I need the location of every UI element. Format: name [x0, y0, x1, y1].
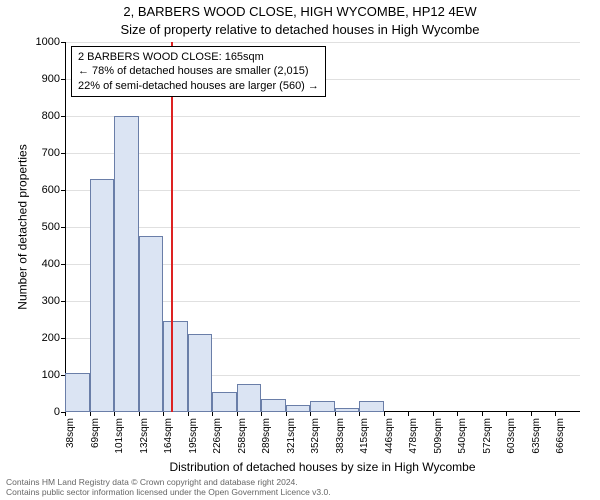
x-tick-mark [433, 412, 434, 416]
x-tick-label: 540sqm [457, 418, 468, 468]
x-tick-mark [212, 412, 213, 416]
y-tick-mark [61, 79, 65, 80]
plot-area: 2 BARBERS WOOD CLOSE: 165sqm← 78% of det… [65, 42, 580, 412]
x-tick-label: 164sqm [163, 418, 174, 468]
x-tick-mark [506, 412, 507, 416]
y-tick-label: 1000 [20, 36, 60, 48]
x-tick-label: 415sqm [359, 418, 370, 468]
x-tick-mark [457, 412, 458, 416]
histogram-bar [310, 401, 335, 412]
y-tick-label: 100 [20, 369, 60, 381]
x-tick-mark [114, 412, 115, 416]
histogram-bar [237, 384, 262, 412]
x-tick-label: 101sqm [114, 418, 125, 468]
y-tick-mark [61, 116, 65, 117]
y-tick-label: 600 [20, 184, 60, 196]
histogram-bar [359, 401, 384, 412]
y-tick-label: 200 [20, 332, 60, 344]
y-tick-label: 300 [20, 295, 60, 307]
histogram-bar [65, 373, 90, 412]
callout-line2: ← 78% of detached houses are smaller (2,… [78, 64, 319, 78]
y-tick-mark [61, 42, 65, 43]
x-tick-mark [555, 412, 556, 416]
histogram-bar [139, 236, 164, 412]
y-tick-mark [61, 301, 65, 302]
y-tick-label: 800 [20, 110, 60, 122]
x-tick-mark [90, 412, 91, 416]
x-tick-label: 321sqm [286, 418, 297, 468]
y-tick-label: 400 [20, 258, 60, 270]
y-tick-mark [61, 190, 65, 191]
grid-line [65, 42, 580, 43]
x-tick-mark [188, 412, 189, 416]
x-tick-mark [261, 412, 262, 416]
x-tick-mark [384, 412, 385, 416]
x-tick-mark [531, 412, 532, 416]
x-tick-label: 258sqm [237, 418, 248, 468]
y-tick-mark [61, 227, 65, 228]
chart-title-line2: Size of property relative to detached ho… [0, 22, 600, 37]
y-tick-mark [61, 153, 65, 154]
x-tick-label: 603sqm [506, 418, 517, 468]
grid-line [65, 190, 580, 191]
x-tick-mark [359, 412, 360, 416]
x-tick-mark [310, 412, 311, 416]
x-tick-mark [163, 412, 164, 416]
x-tick-label: 38sqm [65, 418, 76, 468]
x-tick-label: 572sqm [482, 418, 493, 468]
histogram-bar [90, 179, 115, 412]
x-tick-mark [335, 412, 336, 416]
y-tick-label: 900 [20, 73, 60, 85]
x-tick-mark [482, 412, 483, 416]
histogram-bar [261, 399, 286, 412]
chart-title-line1: 2, BARBERS WOOD CLOSE, HIGH WYCOMBE, HP1… [0, 4, 600, 19]
histogram-bar [335, 408, 360, 412]
x-tick-mark [408, 412, 409, 416]
y-tick-label: 0 [20, 406, 60, 418]
x-tick-label: 195sqm [188, 418, 199, 468]
y-tick-label: 500 [20, 221, 60, 233]
callout-line3: 22% of semi-detached houses are larger (… [78, 79, 319, 93]
x-tick-label: 478sqm [408, 418, 419, 468]
footer-attribution: Contains HM Land Registry data © Crown c… [6, 478, 331, 498]
x-tick-label: 226sqm [212, 418, 223, 468]
x-tick-label: 289sqm [261, 418, 272, 468]
x-tick-label: 666sqm [555, 418, 566, 468]
x-tick-mark [237, 412, 238, 416]
x-tick-label: 635sqm [531, 418, 542, 468]
histogram-bar [114, 116, 139, 412]
reference-line [171, 42, 173, 412]
grid-line [65, 153, 580, 154]
x-tick-mark [286, 412, 287, 416]
x-tick-mark [65, 412, 66, 416]
callout-line1: 2 BARBERS WOOD CLOSE: 165sqm [78, 50, 319, 64]
histogram-bar [286, 405, 311, 412]
callout-box: 2 BARBERS WOOD CLOSE: 165sqm← 78% of det… [71, 46, 326, 97]
x-tick-mark [139, 412, 140, 416]
x-tick-label: 383sqm [335, 418, 346, 468]
grid-line [65, 116, 580, 117]
x-tick-label: 352sqm [310, 418, 321, 468]
histogram-bar [163, 321, 188, 412]
histogram-bar [212, 392, 237, 412]
footer-line2: Contains public sector information licen… [6, 488, 331, 498]
y-tick-mark [61, 264, 65, 265]
x-tick-label: 69sqm [90, 418, 101, 468]
x-tick-label: 446sqm [384, 418, 395, 468]
grid-line [65, 227, 580, 228]
x-tick-label: 509sqm [433, 418, 444, 468]
histogram-bar [188, 334, 213, 412]
y-tick-label: 700 [20, 147, 60, 159]
y-tick-mark [61, 338, 65, 339]
x-tick-label: 132sqm [139, 418, 150, 468]
